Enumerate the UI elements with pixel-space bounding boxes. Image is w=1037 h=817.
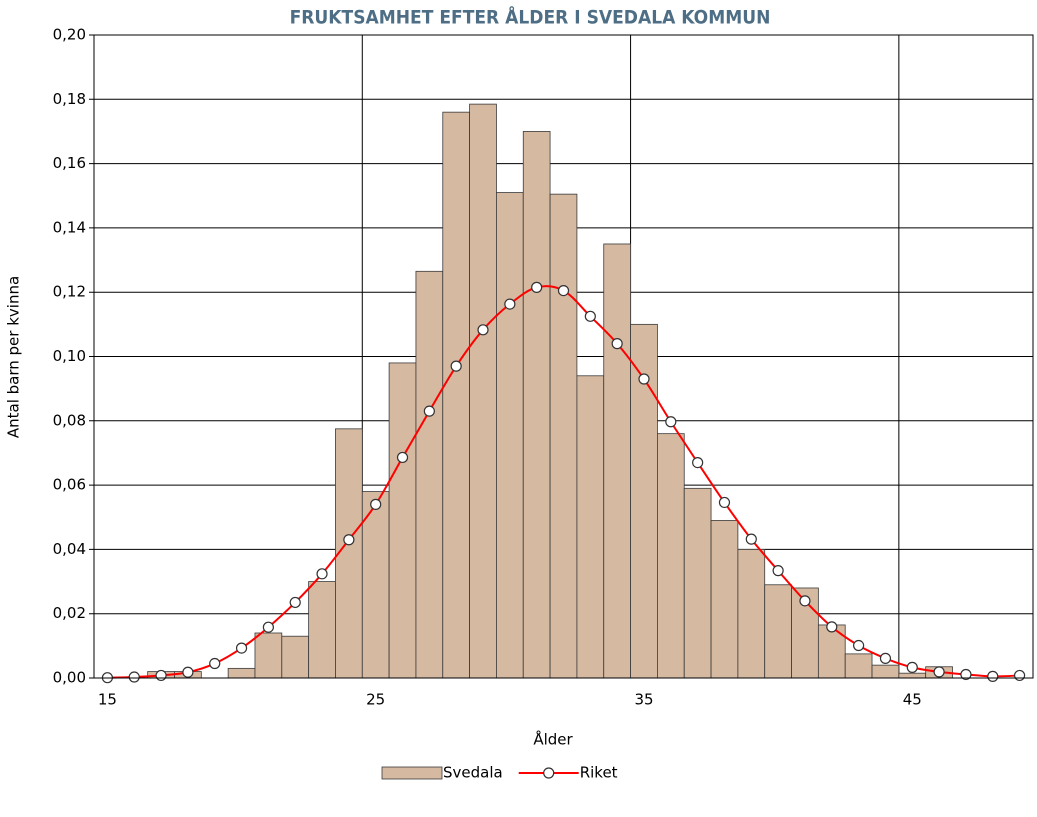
chart-title: FRUKTSAMHET EFTER ÅLDER I SVEDALA KOMMUN	[290, 5, 771, 29]
line-marker	[182, 666, 194, 678]
bar	[817, 624, 846, 679]
line-marker	[423, 405, 435, 417]
line-marker	[987, 670, 999, 682]
line-marker	[692, 456, 704, 469]
line-marker	[906, 661, 918, 673]
bar	[496, 192, 524, 679]
line-marker	[718, 496, 731, 509]
bar	[335, 428, 363, 679]
bar	[603, 243, 631, 679]
line-marker	[209, 657, 221, 670]
line-marker	[933, 666, 945, 678]
line-marker	[504, 298, 516, 310]
line-marker	[531, 281, 543, 293]
bar	[710, 520, 739, 679]
legend-swatch	[381, 766, 443, 780]
bar	[871, 664, 900, 679]
bar	[737, 549, 766, 679]
line-marker	[450, 360, 462, 372]
line-marker	[343, 534, 355, 546]
bar	[469, 103, 497, 679]
y-tick-label: 0,16	[53, 154, 86, 172]
line-marker	[853, 639, 865, 652]
bar	[898, 672, 927, 679]
line-marker	[370, 498, 382, 510]
bar	[415, 270, 444, 679]
line-marker	[772, 565, 784, 577]
y-tick-label: 0,08	[53, 411, 86, 429]
bar	[281, 635, 310, 679]
line-marker	[262, 621, 274, 633]
bar	[764, 584, 792, 679]
line-marker	[316, 568, 328, 580]
legend-label: Svedala	[443, 764, 503, 782]
x-axis-label: Ålder	[533, 730, 573, 749]
x-tick-label: 15	[98, 691, 117, 709]
legend-marker	[543, 767, 555, 779]
line-marker	[1013, 669, 1026, 682]
bar	[388, 362, 417, 679]
line-marker	[557, 284, 570, 297]
bar	[361, 491, 390, 679]
bar	[442, 111, 470, 679]
line-marker	[799, 595, 811, 607]
bar	[308, 581, 336, 679]
bar	[522, 131, 551, 679]
bar	[844, 653, 873, 679]
x-tick-label: 45	[903, 691, 922, 709]
y-tick-label: 0,20	[53, 26, 86, 44]
y-tick-label: 0,12	[53, 283, 86, 301]
line-marker	[960, 668, 972, 681]
line-marker	[235, 642, 248, 654]
y-tick-label: 0,14	[53, 218, 86, 236]
line-marker	[155, 669, 167, 682]
line-marker	[638, 373, 650, 385]
line-marker	[665, 416, 677, 428]
bar	[576, 375, 605, 679]
bar	[227, 667, 256, 679]
y-tick-label: 0,10	[53, 347, 86, 365]
line-marker	[477, 324, 489, 336]
line-marker	[879, 652, 892, 664]
y-axis-label: Antal barn per kvinna	[5, 276, 23, 438]
legend-label: Riket	[580, 764, 618, 782]
bar	[683, 487, 712, 679]
line-marker	[289, 596, 301, 609]
line-marker	[745, 533, 757, 545]
bar	[657, 433, 685, 679]
line-marker	[128, 671, 140, 683]
line-marker	[611, 338, 623, 350]
bar	[549, 193, 578, 679]
y-tick-label: 0,04	[53, 540, 86, 558]
line-marker	[396, 451, 409, 464]
y-tick-label: 0,06	[53, 476, 86, 494]
x-tick-label: 35	[634, 691, 653, 709]
y-tick-label: 0,02	[53, 604, 86, 622]
line-marker	[584, 310, 596, 322]
y-tick-label: 0,00	[53, 669, 86, 687]
line-marker	[826, 621, 838, 633]
y-tick-label: 0,18	[53, 90, 86, 108]
bar	[254, 632, 283, 679]
x-tick-label: 25	[366, 691, 385, 709]
